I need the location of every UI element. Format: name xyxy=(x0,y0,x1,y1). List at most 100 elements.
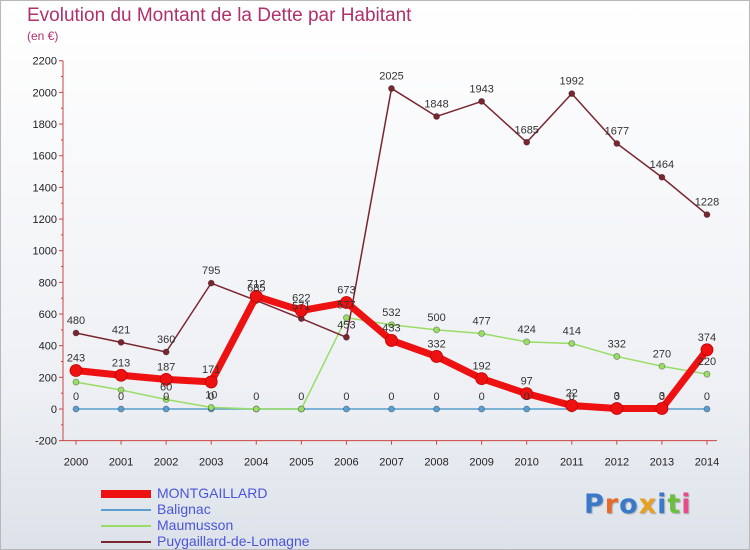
data-label: 795 xyxy=(202,265,220,277)
data-point xyxy=(343,333,350,341)
data-label: 243 xyxy=(67,353,85,365)
data-point xyxy=(343,405,350,413)
data-point xyxy=(610,402,624,415)
x-tick-label: 2002 xyxy=(154,457,178,469)
data-label: 673 xyxy=(337,284,355,296)
data-label: 360 xyxy=(157,334,175,346)
data-point xyxy=(433,326,440,334)
data-point xyxy=(159,372,173,386)
data-point xyxy=(385,334,398,347)
y-tick-label: 2200 xyxy=(33,56,57,68)
data-label: 0 xyxy=(208,391,214,403)
legend-label: Balignac xyxy=(157,501,211,517)
data-point xyxy=(568,90,576,98)
data-label: 332 xyxy=(427,338,445,350)
y-tick-label: -200 xyxy=(35,436,57,448)
data-point xyxy=(433,113,440,120)
data-point xyxy=(520,387,534,401)
data-point xyxy=(388,321,395,329)
x-tick-label: 2004 xyxy=(244,457,268,469)
data-label: 421 xyxy=(112,324,130,336)
legend-swatch xyxy=(101,509,151,511)
x-tick-label: 2005 xyxy=(289,457,313,469)
legend-label: Puygaillard-de-Lomagne xyxy=(157,533,310,549)
data-label: 3 xyxy=(659,391,665,403)
data-point xyxy=(252,405,260,413)
series-2 xyxy=(72,314,711,413)
data-point xyxy=(388,85,395,92)
data-label: 0 xyxy=(524,391,530,403)
brand-letter: i xyxy=(681,489,692,520)
brand-letter: P xyxy=(584,489,605,520)
data-point xyxy=(72,378,80,386)
data-label: 1464 xyxy=(650,159,674,171)
y-tick-label: 1800 xyxy=(33,119,57,131)
data-label: 0 xyxy=(253,391,259,403)
x-tick-label: 2012 xyxy=(605,457,629,469)
data-point xyxy=(655,402,669,415)
data-label: 97 xyxy=(521,376,533,388)
y-tick-label: 2000 xyxy=(33,87,57,99)
brand-letter: r xyxy=(604,489,620,520)
data-point xyxy=(613,353,621,360)
data-point xyxy=(117,405,125,413)
y-tick-label: 800 xyxy=(39,277,57,289)
data-label: 0 xyxy=(479,391,485,403)
data-label: 500 xyxy=(427,312,445,324)
data-label: 1228 xyxy=(695,197,719,209)
data-label: 480 xyxy=(67,315,85,327)
data-point xyxy=(388,405,395,413)
data-point xyxy=(478,98,486,105)
data-label: 10 xyxy=(205,389,217,401)
data-label: 270 xyxy=(653,348,671,360)
y-tick-label: 1200 xyxy=(33,214,57,226)
data-point xyxy=(117,386,125,394)
x-tick-label: 2003 xyxy=(199,457,223,469)
brand-logo: Proxiti xyxy=(584,489,692,520)
data-label: 192 xyxy=(472,361,490,373)
data-point xyxy=(162,405,170,413)
data-label: 1943 xyxy=(469,83,493,95)
data-label: 577 xyxy=(337,300,355,312)
x-tick-label: 2008 xyxy=(424,457,448,469)
data-point xyxy=(117,338,125,346)
brand-letter: o xyxy=(619,489,639,520)
data-point xyxy=(204,375,218,389)
x-tick-label: 2000 xyxy=(64,457,88,469)
x-tick-label: 2014 xyxy=(695,457,719,469)
data-label: 60 xyxy=(160,382,172,394)
data-point xyxy=(658,173,666,181)
data-label: 1992 xyxy=(560,76,584,88)
data-label: 0 xyxy=(569,391,575,403)
data-label: 3 xyxy=(614,391,620,403)
legend-label: Maumusson xyxy=(157,517,234,533)
data-point xyxy=(613,140,621,147)
brand-letter: i xyxy=(657,489,668,520)
chart-title: Evolution du Montant de la Dette par Hab… xyxy=(27,5,412,26)
data-point xyxy=(430,350,443,363)
data-point xyxy=(523,138,531,146)
y-tick-label: 600 xyxy=(39,309,57,321)
data-point xyxy=(114,368,128,382)
brand-letter: t xyxy=(667,489,682,520)
data-label: 0 xyxy=(614,391,620,403)
data-label: 424 xyxy=(518,324,536,336)
data-point xyxy=(523,405,531,413)
data-label: 374 xyxy=(698,332,716,344)
data-point xyxy=(523,338,531,346)
x-tick-label: 2013 xyxy=(650,457,674,469)
series-3 xyxy=(72,85,711,356)
data-label: 2025 xyxy=(379,70,403,82)
data-label: 332 xyxy=(608,338,626,350)
data-label: 622 xyxy=(292,293,310,305)
data-label: 0 xyxy=(388,391,394,403)
data-point xyxy=(297,405,305,413)
data-label: 1677 xyxy=(605,126,629,138)
data-label: 0 xyxy=(73,391,79,403)
data-label: 0 xyxy=(343,391,349,403)
data-label: 0 xyxy=(659,391,665,403)
x-tick-label: 2010 xyxy=(514,457,538,469)
data-label: 0 xyxy=(433,391,439,403)
x-tick-label: 2009 xyxy=(469,457,493,469)
